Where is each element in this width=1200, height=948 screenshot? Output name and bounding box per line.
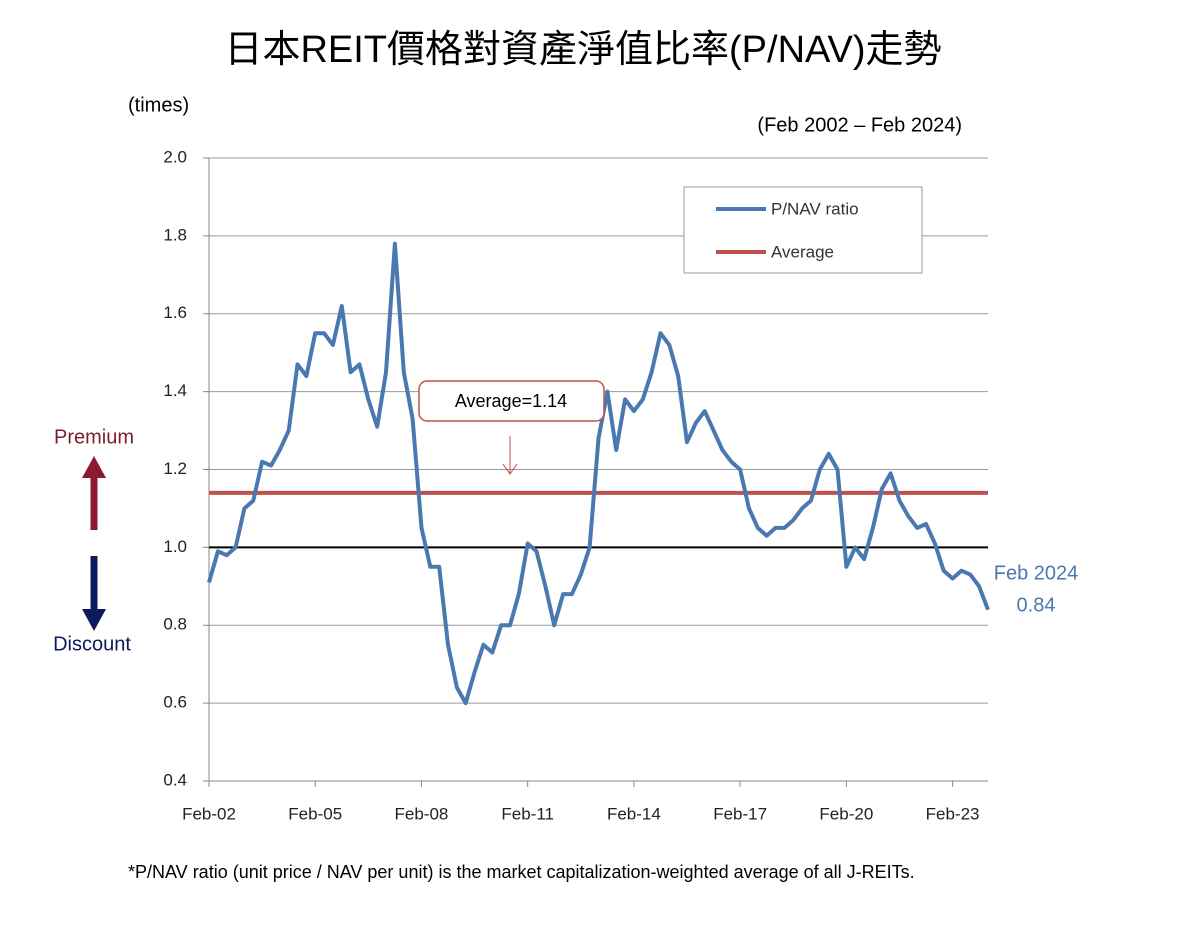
y-tick-label: 1.8 (163, 225, 187, 244)
footnote: *P/NAV ratio (unit price / NAV per unit)… (128, 862, 915, 882)
annotation-box (418, 380, 605, 422)
x-tick-label: Feb-17 (713, 804, 767, 823)
premium-arrow-head (82, 456, 106, 478)
y-tick-label: 1.0 (163, 537, 187, 556)
subtitle: (Feb 2002 – Feb 2024) (757, 114, 962, 136)
x-tick-label: Feb-11 (501, 804, 554, 823)
y-tick-label: 1.4 (163, 381, 187, 400)
x-tick-label: Feb-20 (819, 804, 873, 823)
x-tick-label: Feb-14 (607, 804, 661, 823)
x-tick-label: Feb-05 (288, 804, 342, 823)
legend-label: Average (771, 242, 834, 261)
x-tick-label: Feb-08 (395, 804, 449, 823)
y-tick-label: 0.6 (163, 693, 187, 712)
legend-label: P/NAV ratio (771, 199, 859, 218)
y-axis-label: (times) (128, 94, 189, 116)
annotation-arrow (502, 436, 518, 475)
last-point-date: Feb 2024 (994, 562, 1079, 584)
premium-label: Premium (54, 426, 134, 448)
legend-box (683, 186, 923, 274)
chart-title: 日本REIT價格對資產淨值比率(P/NAV)走勢 (224, 29, 941, 71)
y-tick-label: 2.0 (163, 147, 187, 166)
series-line (207, 241, 990, 706)
discount-label: Discount (53, 633, 131, 655)
discount-arrow-head (82, 609, 106, 631)
y-tick-label: 1.2 (163, 459, 187, 478)
y-tick-label: 1.6 (163, 303, 187, 322)
x-tick-label: Feb-02 (182, 804, 236, 823)
x-tick-label: Feb-23 (926, 804, 980, 823)
y-tick-label: 0.8 (163, 615, 187, 634)
annotation-text: Average=1.14 (455, 391, 567, 411)
last-point-value: 0.84 (1017, 594, 1056, 616)
y-tick-label: 0.4 (163, 770, 187, 789)
